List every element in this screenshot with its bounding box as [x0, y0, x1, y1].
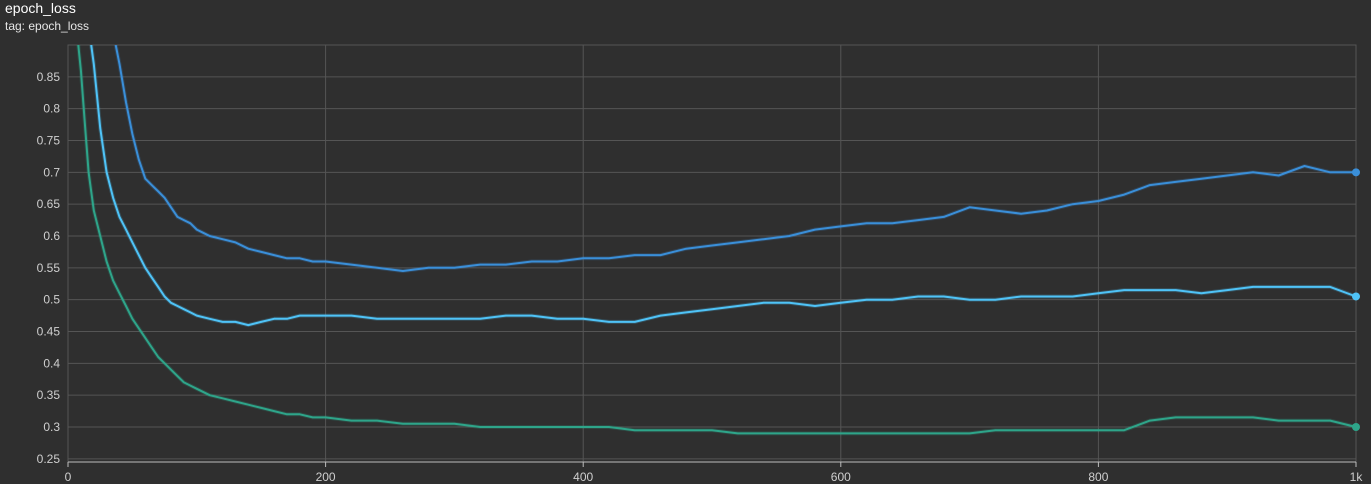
y-tick-label: 0.4	[43, 356, 60, 370]
y-tick-label: 0.55	[37, 261, 61, 275]
y-tick-label: 0.3	[43, 420, 60, 434]
x-tick-label: 600	[831, 470, 851, 484]
y-tick-label: 0.25	[37, 452, 61, 466]
y-tick-label: 0.8	[43, 102, 60, 116]
y-tick-label: 0.6	[43, 229, 60, 243]
y-tick-label: 0.7	[43, 165, 60, 179]
x-tick-label: 0	[65, 470, 72, 484]
x-tick-label: 800	[1088, 470, 1108, 484]
series-1-end-point	[1352, 292, 1360, 301]
y-tick-label: 0.75	[37, 133, 61, 147]
series-0-raw-trace	[113, 45, 1356, 273]
y-tick-label: 0.45	[37, 324, 61, 338]
x-tick-label: 1k	[1350, 470, 1364, 484]
series-1-line	[90, 45, 1357, 327]
x-tick-label: 400	[573, 470, 593, 484]
chart-title: epoch_loss	[5, 0, 76, 16]
chart-tag: tag: epoch_loss	[5, 19, 90, 33]
series-2-line	[77, 45, 1357, 435]
y-tick-label: 0.85	[37, 70, 61, 84]
y-tick-label: 0.5	[43, 293, 60, 307]
series-0-end-point	[1352, 168, 1360, 177]
series-2-end-point	[1352, 422, 1360, 431]
y-tick-label: 0.65	[37, 197, 61, 211]
series-0-line	[114, 45, 1356, 272]
series-2-raw-trace	[76, 45, 1357, 436]
x-tick-label: 200	[316, 470, 336, 484]
y-tick-label: 0.35	[37, 388, 61, 402]
